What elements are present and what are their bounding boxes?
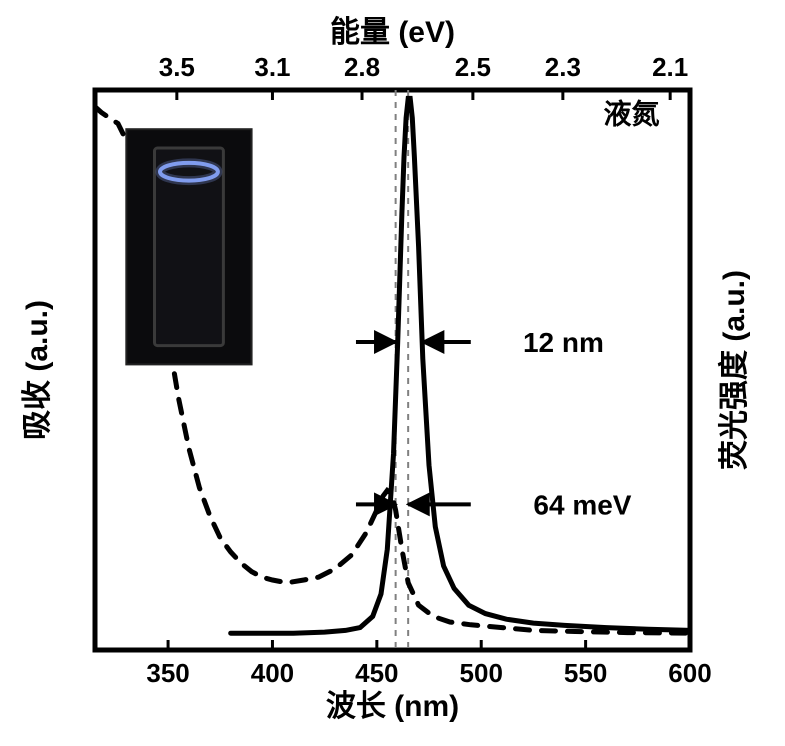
top-tick-label: 2.5	[455, 52, 491, 82]
x-axis-label: 波长 (nm)	[326, 690, 459, 723]
top-tick-label: 3.1	[254, 52, 290, 82]
top-tick-label: 2.8	[344, 52, 380, 82]
chart-svg: 350 400 450 500 550 600 3.5 3.1 2.8 2.5 2.3 2.1 波长 (…	[0, 0, 785, 746]
stokes-label: 64 meV	[533, 489, 631, 520]
x-tick-label: 400	[251, 658, 294, 688]
x-tick-label: 450	[355, 658, 398, 688]
x-tick-label: 600	[668, 658, 711, 688]
top-tick-label: 2.1	[652, 52, 688, 82]
top-tick-label: 2.3	[545, 52, 581, 82]
x-tick-label: 550	[564, 658, 607, 688]
top-tick-label: 3.5	[159, 52, 195, 82]
left-axis-label: 吸收 (a.u.)	[21, 300, 54, 440]
legend-label: 液氮	[604, 99, 660, 130]
x-tick-label: 350	[146, 658, 189, 688]
x-tick-label: 500	[460, 658, 503, 688]
right-axis-label: 荧光强度 (a.u.)	[718, 270, 751, 470]
top-axis-label: 能量 (eV)	[330, 16, 455, 49]
fwhm-label: 12 nm	[523, 327, 604, 358]
inset-photo	[126, 129, 251, 364]
figure: { "canvas":{"w":785,"h":746,"bg":"#fffff…	[0, 0, 785, 746]
